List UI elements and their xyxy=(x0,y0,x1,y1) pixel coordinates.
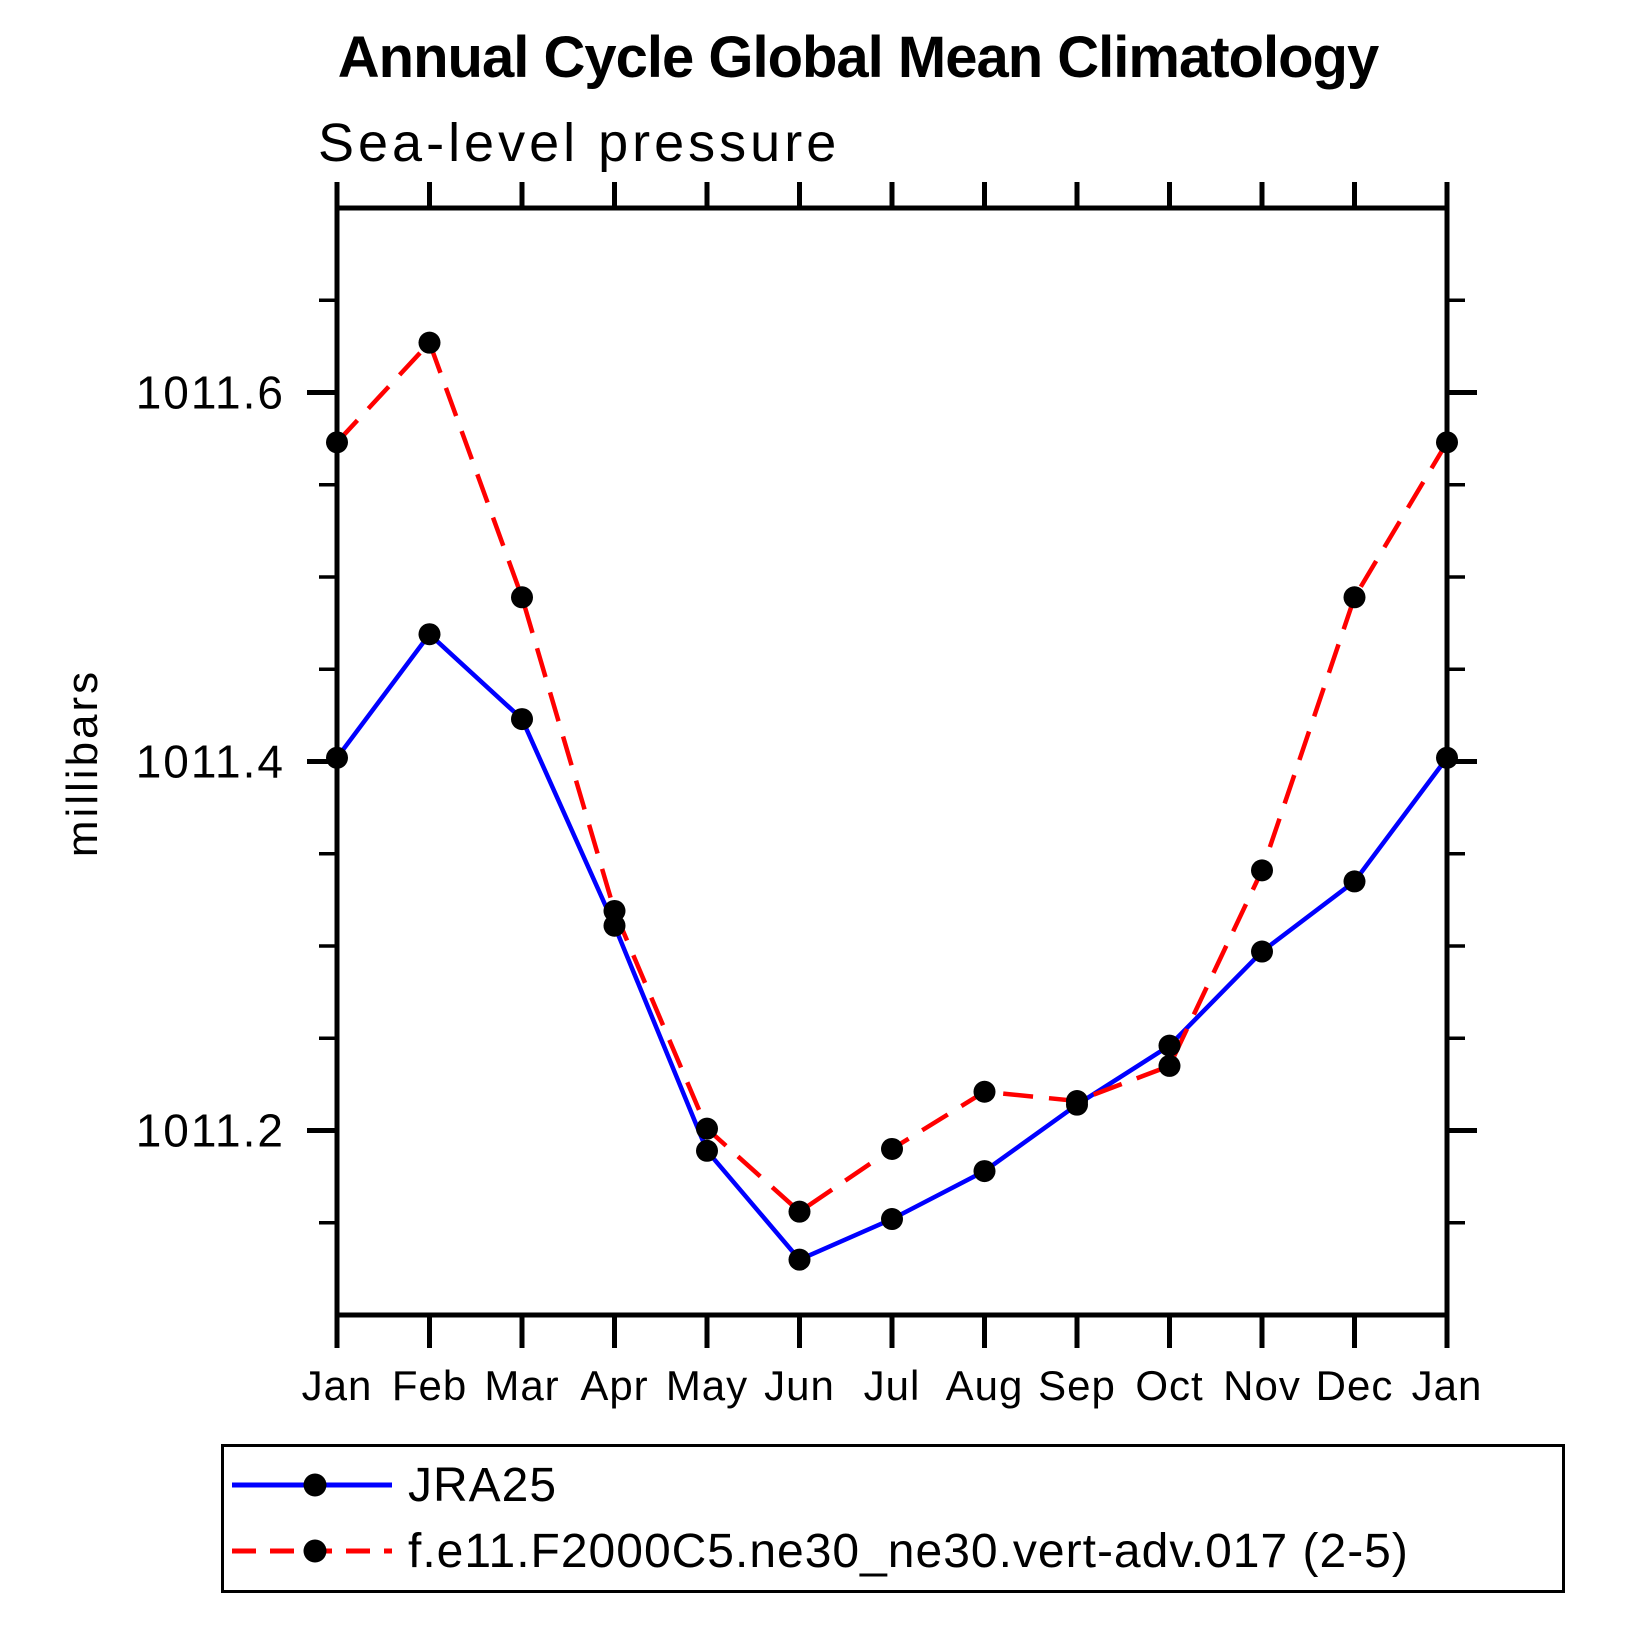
legend-entry-model: f.e11.F2000C5.ne30_ne30.vert-adv.017 (2-… xyxy=(224,1523,1409,1579)
x-tick-label: Oct xyxy=(1135,1362,1203,1409)
x-tick-label: Jul xyxy=(864,1362,921,1409)
data-point-0 xyxy=(881,1208,903,1231)
x-tick-label: May xyxy=(666,1362,748,1409)
data-point-1 xyxy=(788,1200,811,1223)
legend-label-model: f.e11.F2000C5.ne30_ne30.vert-adv.017 (2-… xyxy=(408,1524,1409,1578)
data-point-0 xyxy=(511,708,533,731)
legend-label-jra25: JRA25 xyxy=(408,1458,558,1512)
data-point-1 xyxy=(511,586,533,609)
x-tick-label: Apr xyxy=(580,1362,648,1409)
x-tick-label: Mar xyxy=(484,1362,559,1409)
data-point-1 xyxy=(1251,859,1273,882)
data-point-0 xyxy=(1158,1034,1181,1057)
data-point-0 xyxy=(696,1139,718,1162)
legend-entry-jra25: JRA25 xyxy=(224,1457,557,1513)
y-tick-label: 1011.4 xyxy=(136,736,285,788)
x-tick-label: Feb xyxy=(392,1362,467,1409)
legend-box: JRA25 f.e11.F2000C5.ne30_ne30.vert-adv.0… xyxy=(221,1444,1565,1593)
y-tick-label: 1011.2 xyxy=(136,1105,285,1157)
chart-title: Annual Cycle Global Mean Climatology xyxy=(337,25,1379,90)
legend-line-sample-solid xyxy=(232,1473,392,1497)
data-point-1 xyxy=(1158,1054,1181,1077)
data-point-1 xyxy=(973,1080,996,1103)
chart-subtitle: Sea-level pressure xyxy=(318,113,841,173)
x-tick-label: Jan xyxy=(302,1362,373,1409)
series-line-0 xyxy=(335,631,1449,1262)
legend-marker-dot-icon xyxy=(303,1473,327,1497)
data-point-0 xyxy=(418,623,441,646)
data-point-1 xyxy=(881,1137,903,1160)
x-tick-label: Aug xyxy=(946,1362,1024,1409)
x-tick-label: Dec xyxy=(1316,1362,1394,1409)
data-point-1 xyxy=(696,1117,718,1140)
data-point-1 xyxy=(326,431,348,454)
data-point-0 xyxy=(788,1248,811,1271)
x-tick-label: Sep xyxy=(1038,1362,1116,1409)
legend-line-sample-dashed xyxy=(232,1539,392,1563)
data-point-0 xyxy=(326,746,348,769)
data-point-0 xyxy=(1436,746,1458,769)
x-tick-label: Jun xyxy=(764,1362,835,1409)
data-point-1 xyxy=(1343,586,1366,609)
series-line-1 xyxy=(335,340,1449,1214)
y-tick-label: 1011.6 xyxy=(136,367,285,419)
data-point-1 xyxy=(603,899,626,922)
data-point-1 xyxy=(1436,431,1458,454)
data-point-0 xyxy=(1251,940,1273,963)
data-point-1 xyxy=(1066,1089,1088,1112)
x-tick-label: Jan xyxy=(1412,1362,1483,1409)
x-tick-label: Nov xyxy=(1223,1362,1301,1409)
legend-marker-dot-icon xyxy=(303,1539,327,1563)
data-point-1 xyxy=(418,331,441,354)
data-point-0 xyxy=(1343,870,1366,893)
data-point-0 xyxy=(973,1160,996,1183)
